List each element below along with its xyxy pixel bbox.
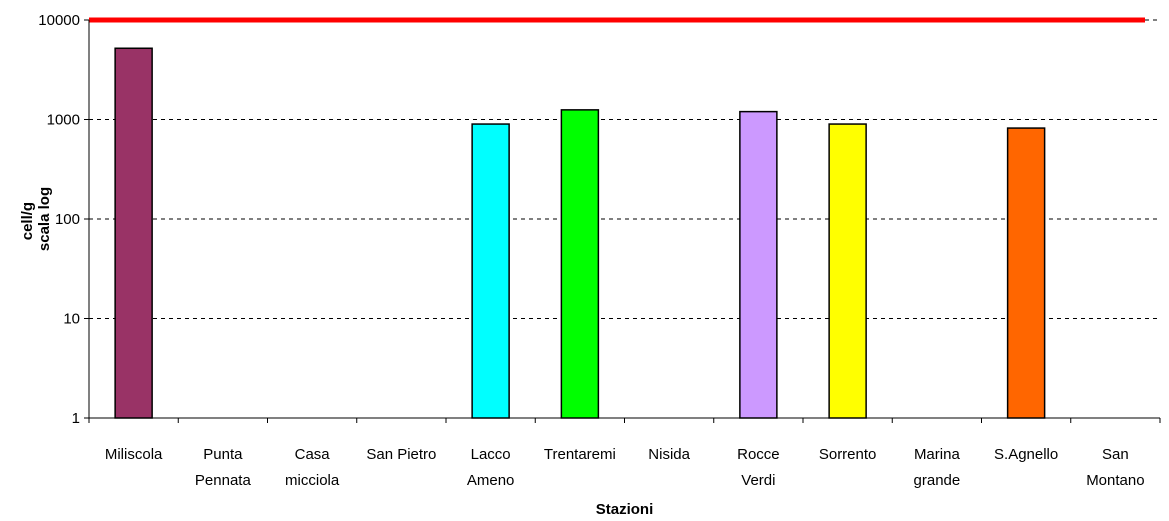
- x-tick-label-san-pietro: San Pietro: [366, 446, 436, 463]
- y-tick-label-1: 1: [72, 410, 80, 427]
- x-tick-label-line: micciola: [285, 472, 340, 489]
- axes: [84, 19, 1161, 423]
- x-tick-label-line: Rocce: [737, 446, 780, 463]
- y-tick-labels: 1 10 100 1000 10000: [38, 12, 80, 427]
- bar-lacco-ameno: [471, 123, 510, 419]
- x-tick-label-sorrento: Sorrento: [819, 446, 877, 463]
- y-tick-label-10: 10: [63, 311, 80, 328]
- x-tick-label-rocce-verdi: Rocce Verdi: [737, 446, 780, 489]
- bar-rocce-verdi: [739, 110, 778, 419]
- bars: [114, 47, 1046, 419]
- x-tick-label-miliscola: Miliscola: [105, 446, 163, 463]
- x-tick-label-line: Casa: [295, 446, 331, 463]
- x-tick-label-line: San Pietro: [366, 446, 436, 463]
- gridlines: [89, 19, 1160, 319]
- x-tick-label-nisida: Nisida: [648, 446, 690, 463]
- x-tick-label-line: Miliscola: [105, 446, 163, 463]
- y-tick-label-100: 100: [55, 211, 80, 228]
- x-tick-label-line: S.Agnello: [994, 446, 1058, 463]
- x-tick-label-line: Ameno: [467, 472, 515, 489]
- x-tick-label-trentaremi: Trentaremi: [544, 446, 616, 463]
- x-tick-label-line: San: [1102, 446, 1129, 463]
- bar-trentaremi: [560, 109, 600, 419]
- y-axis-title-line-1: cell/g: [19, 202, 36, 240]
- x-tick-label-line: Montano: [1086, 472, 1144, 489]
- bar-sorrento: [828, 123, 867, 419]
- x-tick-label-line: Sorrento: [819, 446, 877, 463]
- x-tick-label-line: Lacco: [471, 446, 511, 463]
- y-axis-title: cell/g scala log: [19, 187, 53, 251]
- x-tick-label-marina-grande: Marina grande: [914, 446, 961, 489]
- y-tick-label-1000: 1000: [47, 112, 80, 129]
- x-tick-label-punta-pennata: Punta Pennata: [195, 446, 252, 489]
- y-tick-label-10000: 10000: [38, 12, 80, 29]
- bar-miliscola: [114, 47, 153, 419]
- bar-s-agnello: [1006, 127, 1046, 419]
- x-tick-label-line: Trentaremi: [544, 446, 616, 463]
- x-tick-label-san-montano: San Montano: [1086, 446, 1144, 489]
- x-tick-label-line: Punta: [203, 446, 243, 463]
- x-tick-label-line: Pennata: [195, 472, 252, 489]
- y-axis-title-line-2: scala log: [36, 187, 53, 251]
- x-tick-labels: Miliscola Punta Pennata Casa micciola San Pie…: [105, 446, 1145, 489]
- x-tick-label-line: Nisida: [648, 446, 690, 463]
- x-tick-label-s-agnello: S.Agnello: [994, 446, 1058, 463]
- x-tick-label-lacco-ameno: Lacco Ameno: [467, 446, 515, 489]
- x-tick-label-casa-micciola: Casa micciola: [285, 446, 340, 489]
- x-tick-label-line: Verdi: [741, 472, 775, 489]
- x-tick-label-line: grande: [914, 472, 961, 489]
- x-tick-label-line: Marina: [914, 446, 961, 463]
- x-axis-title: Stazioni: [596, 501, 654, 518]
